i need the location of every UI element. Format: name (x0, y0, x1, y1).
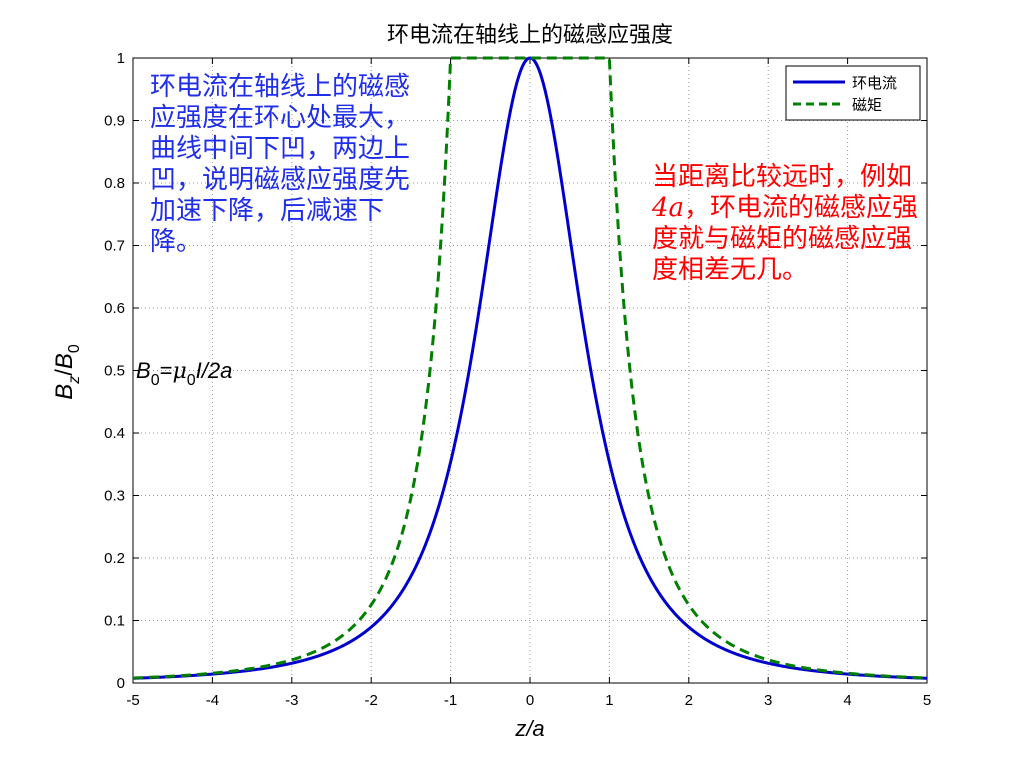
y-tick-label: 0.7 (104, 238, 125, 255)
series-line-ring-current (132, 56, 928, 680)
grid-lines (133, 58, 927, 683)
y-tick-label: 0.4 (104, 425, 125, 442)
formula-part: 0 (151, 372, 160, 389)
x-tick-label: 3 (764, 692, 772, 709)
y-label-part: B (51, 384, 78, 400)
x-tick-label: -1 (444, 692, 457, 709)
y-label-part: z (66, 376, 83, 385)
formula-part: = (160, 358, 173, 383)
y-tick-label: 0.5 (104, 363, 125, 380)
x-tick-label: -4 (206, 692, 219, 709)
formula-part: I/2a (196, 358, 233, 383)
y-axis: 0 0.1 0.2 0.3 0.4 0.5 0.6 0.7 0.8 0.9 1 (104, 50, 927, 692)
formula-part: μ (172, 359, 186, 384)
chart-title: 环电流在轴线上的磁感应强度 (387, 23, 673, 48)
formula-part: B (136, 358, 151, 383)
right-note-part: 4a (652, 193, 685, 223)
y-tick-label: 0.3 (104, 488, 125, 505)
formula-part: 0 (187, 372, 196, 389)
y-axis-label: Bz/B0 (51, 344, 83, 400)
y-tick-label: 0.8 (104, 175, 125, 192)
y-label-part: B (51, 353, 78, 369)
legend-label-ring-current: 环电流 (852, 74, 897, 92)
right-annotation-note: 当距离比较远时，例如4a，环电流的磁感应强度就与磁矩的磁感应强度相差无几。 (652, 162, 932, 286)
right-note-part: 当距离比较远时，例如 (652, 162, 913, 192)
x-tick-label: 0 (526, 692, 534, 709)
x-tick-label: 5 (923, 692, 931, 709)
x-tick-label: 4 (843, 692, 851, 709)
x-tick-label: -5 (126, 692, 139, 709)
y-tick-label: 0.6 (104, 300, 125, 317)
right-note-part: ，环电流的磁感应强度就与磁矩的磁感应强度相差无几。 (652, 193, 919, 285)
series-layer (132, 56, 928, 680)
y-tick-label: 1 (117, 50, 125, 67)
left-annotation-note: 环电流在轴线上的磁感应强度在环心处最大，曲线中间下凹，两边上凹，说明磁感应强度先… (150, 72, 411, 257)
y-tick-label: 0.2 (104, 550, 125, 567)
legend-box (785, 65, 921, 121)
y-tick-label: 0.9 (104, 113, 125, 130)
x-axis-label: z/a (514, 716, 544, 741)
x-tick-label: 1 (605, 692, 613, 709)
series-line-magnetic-moment (132, 56, 928, 680)
y-label-part: / (51, 369, 78, 376)
formula-annotation: B0=μ0I/2a (136, 358, 232, 389)
x-axis: -5 -4 -3 -2 -1 0 1 2 3 4 5 (126, 58, 931, 709)
legend-label-magnetic-moment: 磁矩 (852, 96, 882, 114)
y-tick-label: 0 (117, 675, 125, 692)
x-tick-label: -3 (285, 692, 298, 709)
y-tick-label: 0.1 (104, 613, 125, 630)
legend: 环电流 磁矩 (785, 65, 921, 121)
x-tick-label: 2 (685, 692, 693, 709)
y-label-part: 0 (66, 344, 83, 353)
x-tick-label: -2 (365, 692, 378, 709)
